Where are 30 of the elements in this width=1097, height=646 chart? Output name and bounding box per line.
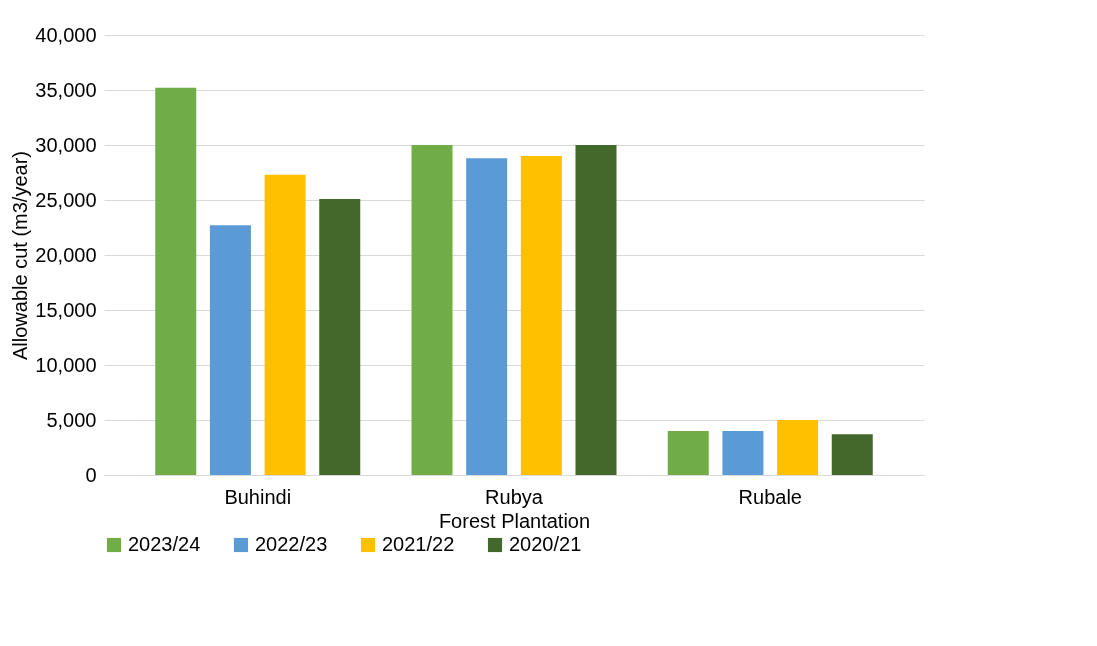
bar <box>777 420 819 475</box>
y-tick-label: 35,000 <box>35 78 97 101</box>
y-tick-label: 0 <box>85 463 97 486</box>
y-axis-title: Allowable cut (m3/year) <box>9 151 32 360</box>
bar <box>667 431 709 475</box>
x-axis-title: Forest Plantation <box>438 509 591 532</box>
y-tick-label: 10,000 <box>35 353 97 376</box>
y-tick-label: 5,000 <box>46 408 97 431</box>
x-tick-label: Buhindi <box>224 485 292 508</box>
y-tick-label: 15,000 <box>35 298 97 321</box>
bar <box>411 145 453 475</box>
bar <box>209 225 251 475</box>
bar <box>264 174 306 475</box>
y-tick-label: 25,000 <box>35 188 97 211</box>
bar <box>520 156 562 475</box>
y-tick-label: 20,000 <box>35 243 97 266</box>
bar <box>831 434 873 475</box>
bar <box>575 145 617 475</box>
x-tick-label: Rubya <box>485 485 544 508</box>
bar <box>155 87 197 475</box>
x-tick-label: Rubale <box>738 485 802 508</box>
y-tick-label: 40,000 <box>35 23 97 46</box>
bar <box>319 198 361 475</box>
legend-label: 2021/22 <box>382 533 455 555</box>
bar <box>466 158 508 475</box>
y-tick-label: 30,000 <box>35 133 97 156</box>
legend-label: 2023/24 <box>128 533 201 555</box>
legend-label: 2022/23 <box>255 533 328 555</box>
bar <box>722 431 764 475</box>
legend-label: 2020/21 <box>509 533 582 555</box>
